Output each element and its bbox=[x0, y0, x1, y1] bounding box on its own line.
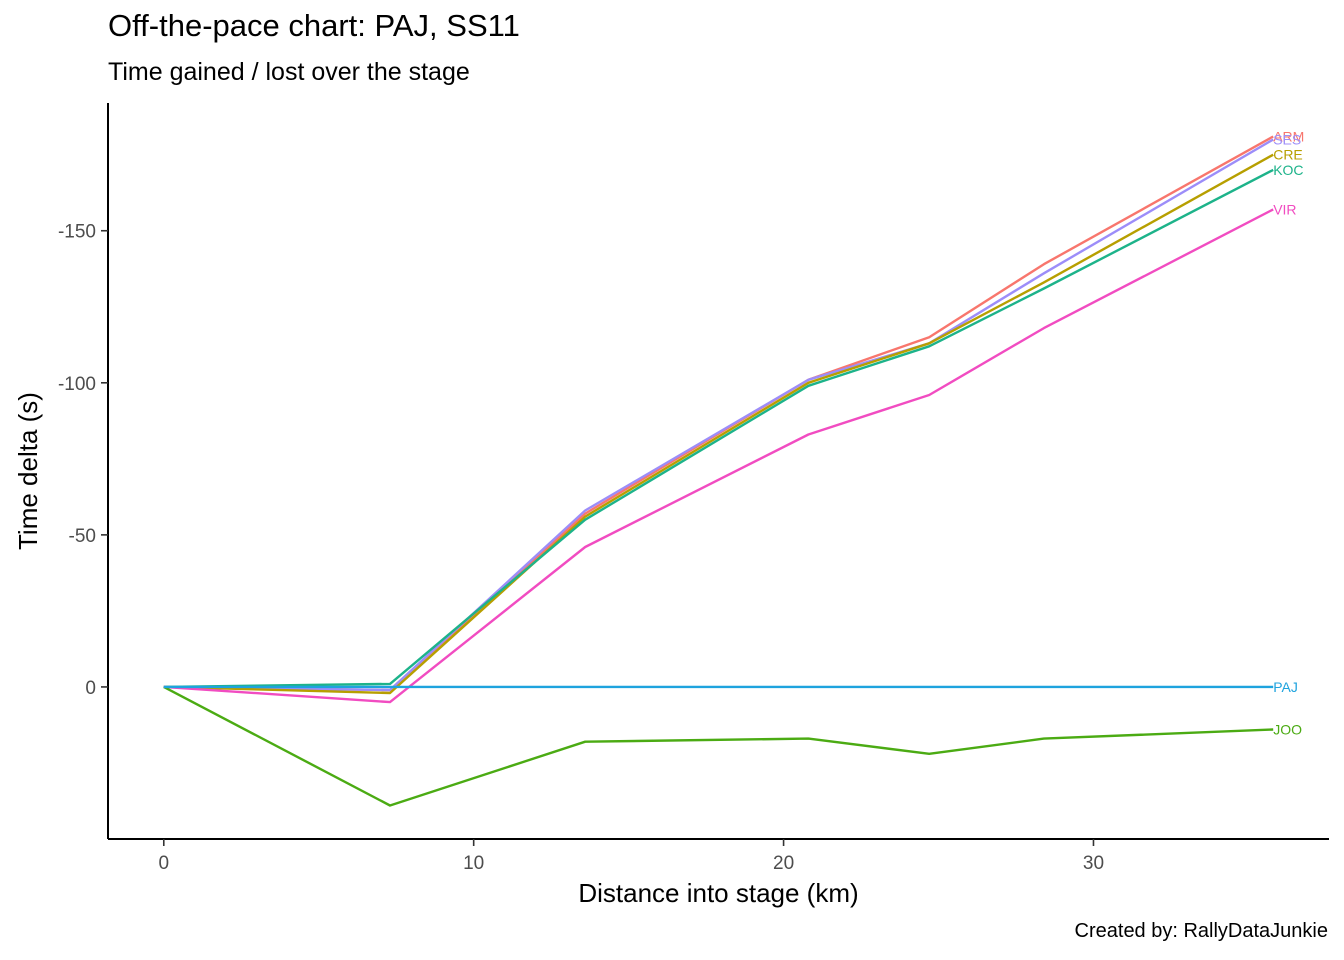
series-end-label-paj: PAJ bbox=[1273, 679, 1298, 695]
y-tick-label: -150 bbox=[58, 222, 96, 243]
series-end-label-ses: SES bbox=[1273, 131, 1301, 147]
series-line-joo bbox=[163, 685, 1274, 807]
series-end-label-koc: KOC bbox=[1273, 162, 1303, 178]
chart-title: Off-the-pace chart: PAJ, SS11 bbox=[108, 8, 520, 43]
x-tick-label: 0 bbox=[158, 853, 169, 874]
series-end-label-joo: JOO bbox=[1273, 722, 1302, 738]
x-tick-label: 30 bbox=[1083, 853, 1104, 874]
chart-subtitle: Time gained / lost over the stage bbox=[108, 58, 470, 86]
series-end-label-cre: CRE bbox=[1273, 147, 1303, 163]
y-tick-label: -50 bbox=[69, 526, 96, 547]
y-axis-title: Time delta (s) bbox=[13, 392, 43, 550]
series-end-label-vir: VIR bbox=[1273, 201, 1296, 217]
series-end-label-arm: ARM bbox=[1273, 128, 1304, 144]
x-axis-title: Distance into stage (km) bbox=[578, 878, 858, 908]
series-line-koc bbox=[163, 168, 1274, 689]
series-line-cre bbox=[163, 153, 1274, 695]
y-tick-label: -100 bbox=[58, 374, 96, 395]
series-line-ses bbox=[163, 138, 1274, 692]
axes-layer: 0 10 20 30 -150 -100 -50 0 Distance into stage (… bbox=[13, 103, 1329, 908]
x-tick-label: 10 bbox=[463, 853, 484, 874]
series-layer bbox=[163, 135, 1274, 807]
chart-caption: Created by: RallyDataJunkie bbox=[1074, 920, 1328, 942]
x-tick-label: 20 bbox=[773, 853, 794, 874]
series-line-arm bbox=[163, 135, 1274, 692]
y-tick-label: 0 bbox=[85, 678, 96, 699]
series-line-vir bbox=[163, 208, 1274, 704]
